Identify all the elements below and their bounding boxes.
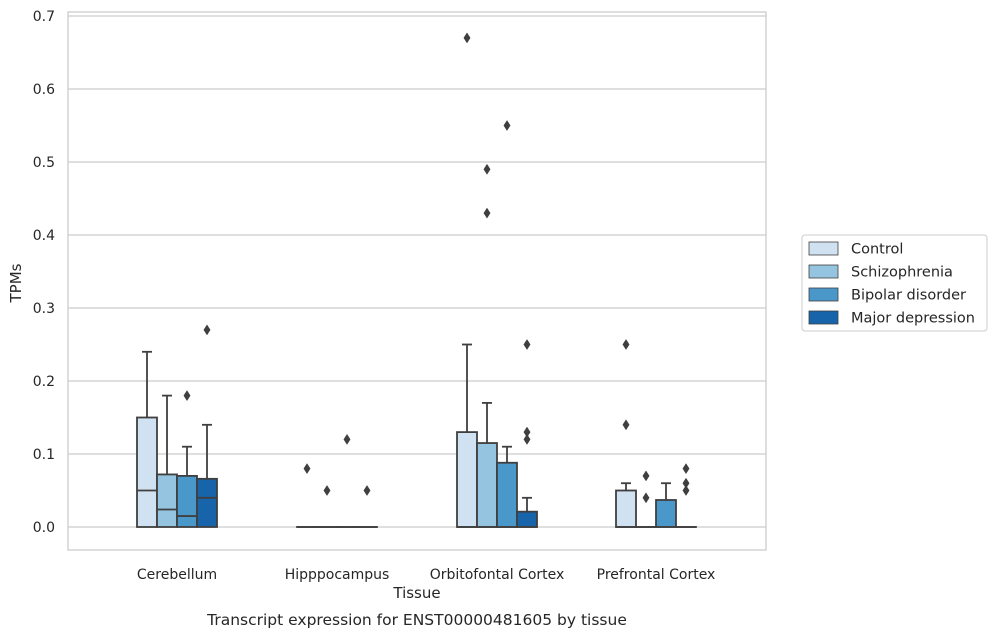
box-control [456,32,478,528]
y-tick-label: 0.3 [33,301,55,317]
box-iqr [456,431,478,528]
box-schizophrenia [316,485,338,528]
box-control [136,350,158,528]
y-tick-label: 0.6 [33,82,55,98]
box-iqr [476,442,498,528]
x-tick-label: Orbitofontal Cortex [430,567,565,583]
outlier-point [363,485,371,496]
plot-frame [67,11,767,551]
box-bipolar-disorder [176,390,198,528]
box-control [296,463,318,528]
box-major-depression [675,463,697,528]
box-bipolar-disorder [655,482,677,528]
x-tick-label: Prefrontal Cortex [597,567,716,583]
x-axis-label: Tissue [392,584,440,602]
y-tick-label: 0.0 [33,520,55,536]
x-tick-label: Cerebellum [137,567,217,583]
x-tick-label: Hipppocampus [285,567,390,583]
outlier-point [622,419,630,431]
box-iqr [516,510,538,528]
outlier-point [523,339,531,350]
outlier-point [523,426,531,438]
box-schizophrenia [635,470,657,528]
legend-swatch [808,310,839,325]
outlier-point [622,339,630,350]
legend-label: Bipolar disorder [851,288,966,304]
outlier-point [682,485,690,496]
box-groups [136,32,697,528]
box-control [615,339,637,528]
legend-frame [801,234,988,332]
legend-swatch [808,264,839,279]
y-tick-label: 0.4 [33,228,55,244]
legend-label: Control [851,242,903,258]
y-tick-label: 0.1 [33,447,55,463]
box-iqr [615,489,637,528]
box-schizophrenia [476,163,498,528]
outlier-point [523,433,531,445]
chart-caption: Transcript expression for ENST0000048160… [206,611,627,629]
outlier-point [183,390,191,402]
legend-swatch [808,287,839,302]
outlier-point [303,463,311,475]
outlier-point [343,433,351,445]
box-schizophrenia [156,394,178,528]
outlier-point [323,485,331,496]
legend-swatch [808,241,839,256]
box-iqr [655,499,677,528]
outlier-point [642,492,650,504]
box-iqr [196,477,218,528]
y-tick-label: 0.7 [33,9,55,25]
y-axis-label: TPMs [7,263,25,303]
grid-lines [68,15,766,528]
box-major-depression [516,339,538,528]
box-major-depression [356,485,378,528]
legend-label: Major depression [851,311,975,327]
box-bipolar-disorder [496,120,518,528]
legend: Control Schizophrenia Bipolar disorder Majo… [801,234,988,332]
y-tick-label: 0.2 [33,374,55,390]
outlier-point [483,163,491,175]
box-iqr [496,461,518,528]
outlier-point [483,207,491,219]
outlier-point [682,477,690,489]
y-tick-label: 0.5 [33,155,55,171]
outlier-point [682,463,690,475]
outlier-point [642,470,650,482]
y-axis-ticks: 0.0 0.1 0.2 0.3 0.4 0.5 0.6 0.7 [33,9,55,536]
legend-label: Schizophrenia [851,265,953,281]
box-iqr [156,473,178,528]
outlier-point [463,32,471,44]
box-major-depression [196,324,218,528]
box-iqr [136,416,158,528]
x-axis-ticks: Cerebellum Hipppocampus Orbitofontal Corte… [137,567,715,583]
outlier-point [503,120,511,131]
box-bipolar-disorder [336,433,358,528]
box-iqr [176,474,198,528]
outlier-point [203,324,211,336]
